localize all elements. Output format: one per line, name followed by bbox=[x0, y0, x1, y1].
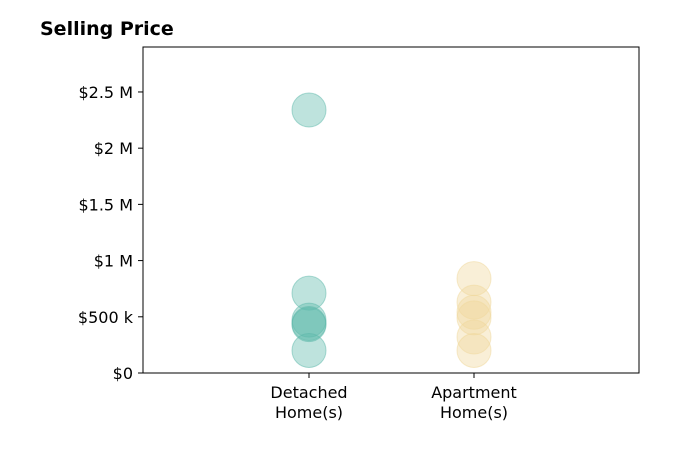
x-tick-label: Detached Home(s) bbox=[270, 383, 347, 422]
plot-area: $0 $500 k $1 M $1.5 M $2 M $2.5 M Detached Home… bbox=[78, 46, 640, 422]
y-tick-label: $1.5 M bbox=[78, 195, 133, 214]
data-point bbox=[291, 275, 327, 311]
chart-title: Selling Price bbox=[40, 18, 174, 40]
y-tick-label: $2 M bbox=[94, 139, 133, 158]
data-point bbox=[291, 333, 327, 369]
data-point bbox=[291, 92, 327, 128]
data-point bbox=[291, 307, 327, 343]
x-tick-label: Apartment Home(s) bbox=[431, 383, 517, 422]
data-point bbox=[456, 319, 492, 355]
y-tick-label: $500 k bbox=[78, 308, 134, 327]
data-point bbox=[456, 300, 492, 336]
plot-frame bbox=[142, 46, 640, 374]
data-point bbox=[456, 284, 492, 320]
y-tick-label: $2.5 M bbox=[78, 83, 133, 102]
data-point bbox=[456, 294, 492, 330]
data-point bbox=[456, 333, 492, 369]
y-tick-label: $0 bbox=[113, 364, 133, 383]
y-tick-label: $1 M bbox=[94, 252, 133, 271]
